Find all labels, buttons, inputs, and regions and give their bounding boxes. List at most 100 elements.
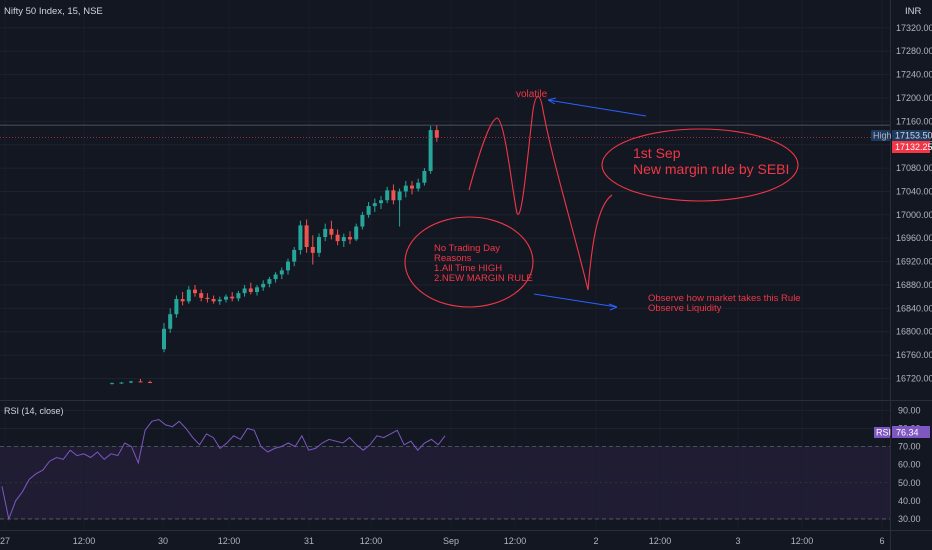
grid-lines — [0, 27, 890, 430]
price-tick-label: 16720.00 — [896, 373, 932, 383]
price-tick-label: 17200.00 — [896, 93, 932, 103]
time-tick-label: 27 — [0, 536, 10, 546]
annotation-observe-rule: Observe how market takes this Rule — [648, 293, 801, 304]
candle-body — [199, 293, 204, 298]
annotation-reason-2: 2.NEW MARGIN RULE — [434, 273, 533, 284]
time-tick-label: 2 — [593, 536, 598, 546]
candle-body — [379, 200, 383, 204]
candle-body — [341, 237, 346, 242]
rsi-tick-label: 40.00 — [898, 496, 921, 506]
candle-body — [348, 237, 352, 240]
annotation-volatile: volatile — [516, 89, 548, 100]
annotation-observe-liquidity: Observe Liquidity — [648, 303, 722, 314]
price-axis[interactable]: 17320.00 17280.00 17240.00 17200.00 17160.00… — [896, 23, 932, 384]
candle-body — [422, 171, 427, 183]
price-tick-label: 16800.00 — [896, 327, 932, 337]
rsi-value-tag: RSI 76.34 — [874, 426, 930, 438]
price-tick-label: 17080.00 — [896, 163, 932, 173]
price-tick-label: 16920.00 — [896, 257, 932, 267]
candlestick-series — [110, 125, 439, 385]
svg-text:RSI: RSI — [876, 428, 891, 438]
time-tick-label: 12:00 — [649, 536, 672, 546]
candle-body — [372, 203, 377, 207]
candle-body — [211, 298, 216, 302]
candle-body — [217, 299, 222, 302]
rsi-legend[interactable]: RSI (14, close) — [4, 406, 64, 416]
arrowhead-volatile-icon — [547, 97, 557, 105]
price-tick-label: 17160.00 — [896, 116, 932, 126]
time-axis[interactable]: 27 12:00 30 12:00 31 12:00 Sep 12:00 2 12:00 3 12:0… — [0, 536, 885, 546]
time-tick-label: 12:00 — [360, 536, 383, 546]
candle-body — [329, 228, 334, 235]
note-ellipse-reasons — [404, 216, 534, 308]
candle-body — [403, 185, 408, 192]
candle-body — [162, 328, 166, 350]
time-tick-label: 6 — [879, 536, 884, 546]
rsi-tick-label: 50.00 — [898, 478, 921, 488]
candle-body — [193, 289, 197, 294]
candle-body — [138, 381, 143, 383]
currency-label: INR — [905, 6, 922, 17]
annotation-reason-1: 1.All Time HIGH — [434, 263, 502, 274]
candle-body — [397, 191, 402, 201]
time-tick-label: 3 — [735, 536, 740, 546]
candle-body — [304, 225, 309, 247]
rsi-tick-label: 70.00 — [898, 442, 921, 452]
rsi-line — [1, 418, 446, 521]
annotation-reasons: Reasons — [434, 253, 472, 264]
candle-body — [261, 283, 266, 288]
time-tick-label: 12:00 — [504, 536, 527, 546]
candle-body — [168, 314, 173, 329]
candle-body — [224, 296, 228, 300]
price-tick-label: 16760.00 — [896, 350, 932, 360]
candle-body — [279, 270, 284, 275]
candle-body — [360, 214, 365, 227]
candle-body — [236, 293, 241, 299]
candle-body — [148, 381, 152, 383]
candle-body — [174, 298, 179, 315]
note-ellipse-sebi — [601, 128, 799, 202]
arrow-observe — [533, 293, 618, 308]
rsi-tick-label: 90.00 — [898, 405, 921, 415]
annotation-1st-sep: 1st Sep — [633, 145, 681, 161]
candle-body — [366, 206, 371, 215]
rsi-value: 76.34 — [896, 428, 919, 438]
candle-body — [180, 298, 185, 302]
rsi-tick-label: 60.00 — [898, 460, 921, 470]
rsi-tick-label: 30.00 — [898, 514, 921, 524]
time-tick-label: 12:00 — [73, 536, 96, 546]
candle-body — [335, 234, 340, 242]
price-tick-label: 16840.00 — [896, 303, 932, 313]
time-tick-label: Sep — [443, 536, 459, 546]
candle-body — [110, 383, 114, 385]
time-tick-label: 12:00 — [218, 536, 241, 546]
candle-body — [391, 190, 396, 201]
candle-body — [385, 190, 390, 201]
candle-body — [267, 279, 272, 284]
annotation-margin-rule: New margin rule by SEBI — [633, 161, 789, 177]
time-tick-label: 12:00 — [791, 536, 814, 546]
drawings-layer[interactable]: volatile 1st Sep New margin rule by SEBI… — [404, 89, 801, 314]
candle-body — [354, 226, 359, 240]
last-price-tag: 17132.25 — [892, 141, 932, 153]
price-tick-label: 17320.00 — [896, 23, 932, 33]
time-tick-label: 30 — [158, 536, 168, 546]
candle-body — [323, 228, 328, 238]
price-tick-label: 16880.00 — [896, 280, 932, 290]
symbol-title[interactable]: Nifty 50 Index, 15, NSE — [4, 6, 103, 17]
candle-body — [298, 225, 303, 250]
price-tick-label: 17000.00 — [896, 210, 932, 220]
candle-body — [230, 296, 235, 299]
arrow-volatile — [547, 99, 647, 117]
price-tick-label: 16960.00 — [896, 233, 932, 243]
candle-body — [428, 130, 433, 172]
candle-body — [410, 185, 414, 189]
candle-body — [273, 274, 278, 280]
high-tag-value: 17153.50 — [895, 131, 932, 141]
candle-body — [286, 261, 290, 271]
candle-body — [248, 288, 253, 292]
high-tag: High 17153.50 — [871, 130, 932, 141]
price-tick-label: 17040.00 — [896, 186, 932, 196]
